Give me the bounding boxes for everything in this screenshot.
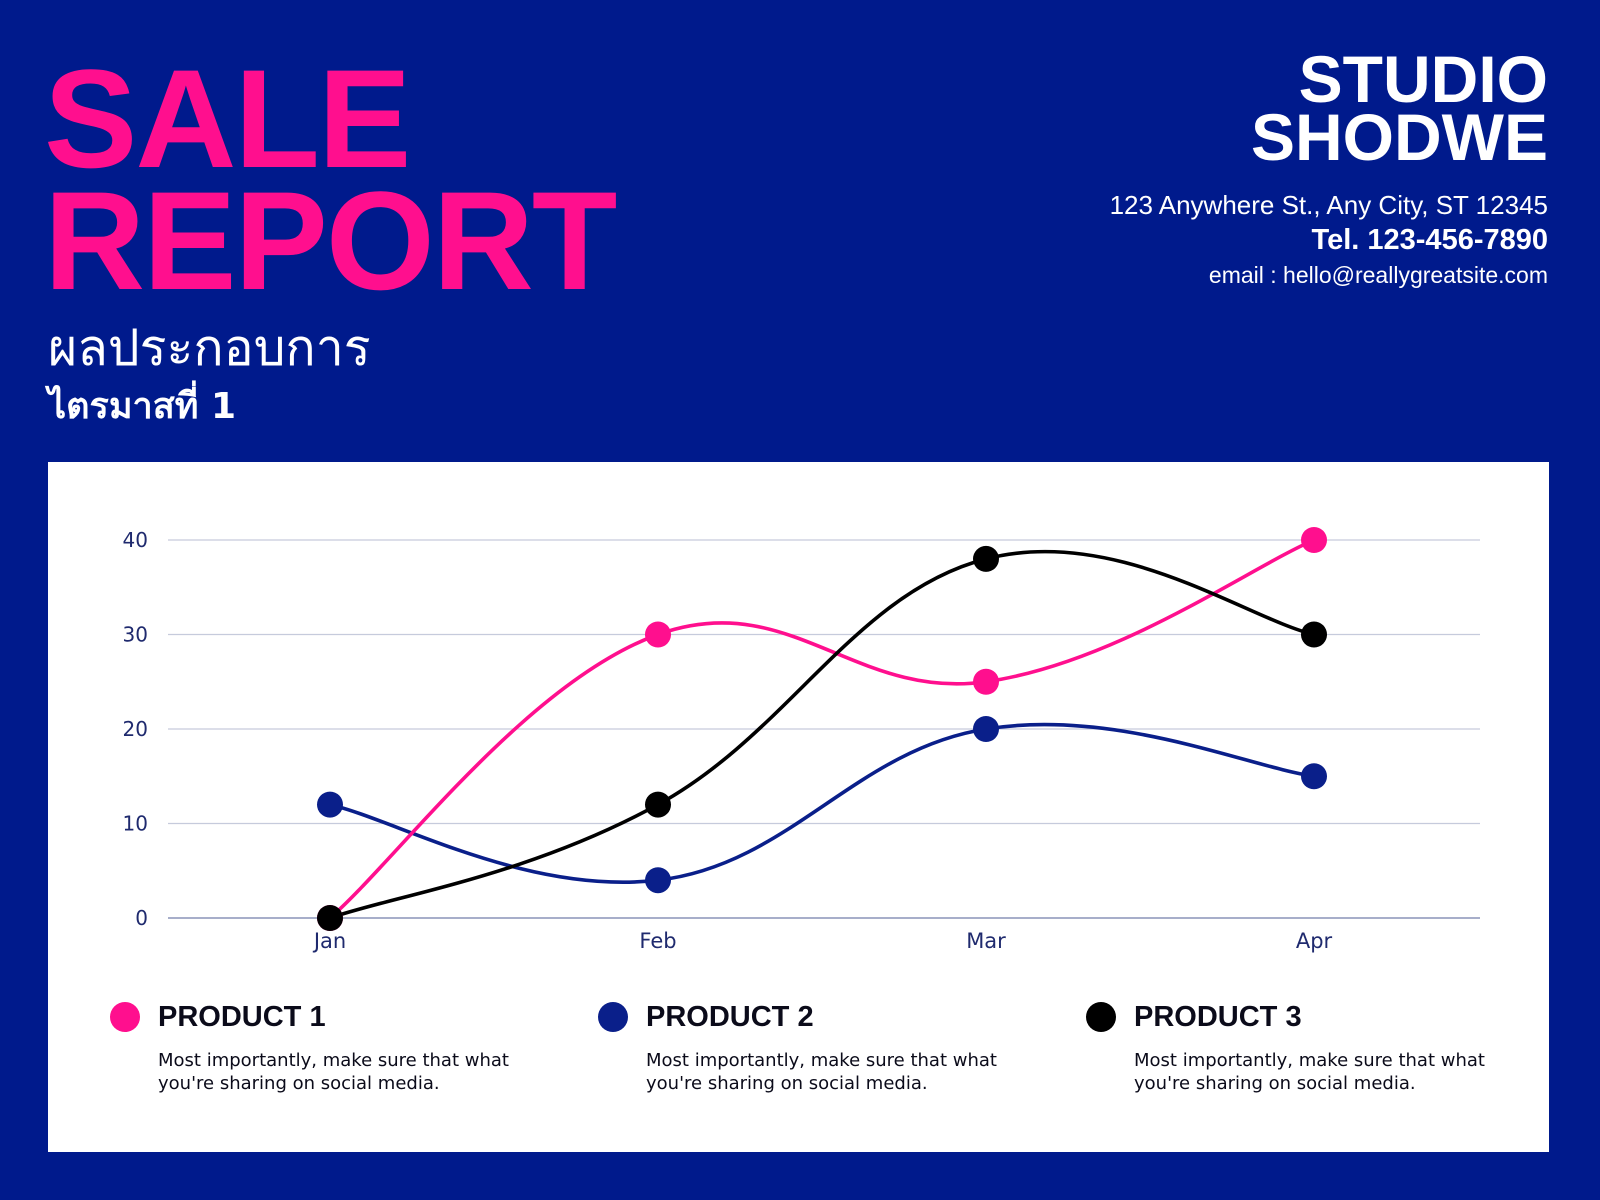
legend-description: Most importantly, make sure that what yo… xyxy=(646,1050,997,1094)
series-line-product-1 xyxy=(328,538,1316,920)
data-point-product-1 xyxy=(1301,527,1327,553)
contact-block: 123 Anywhere St., Any City, ST 12345 Tel… xyxy=(1110,188,1548,292)
series-line-product-2 xyxy=(328,722,1316,884)
y-tick-label: 20 xyxy=(123,717,148,741)
quarter-label: ไตรมาสที่ 1 xyxy=(48,386,237,427)
y-tick-label: 0 xyxy=(135,906,148,930)
legend-description: Most importantly, make sure that what yo… xyxy=(1134,1050,1485,1094)
contact-email: email : hello@reallygreatsite.com xyxy=(1208,262,1548,288)
chart-legend: PRODUCT 1 Most importantly, make sure th… xyxy=(48,997,1549,1147)
brand-line-2: SHODWE xyxy=(1251,100,1548,174)
legend-name: PRODUCT 3 xyxy=(1134,1001,1302,1033)
x-tick-label: Apr xyxy=(1296,929,1333,953)
data-point-product-3 xyxy=(1301,621,1327,648)
data-point-product-3 xyxy=(645,791,671,818)
data-point-product-2 xyxy=(645,867,671,894)
x-tick-label: Mar xyxy=(966,929,1006,953)
data-point-product-1 xyxy=(973,668,999,695)
data-point-product-3 xyxy=(317,905,343,931)
contact-tel: Tel. 123-456-7890 xyxy=(1311,224,1548,256)
brand-name: STUDIO SHODWE xyxy=(1251,42,1548,174)
legend-dot-icon xyxy=(1086,1002,1116,1032)
report-title: SALE REPORT xyxy=(44,40,617,319)
y-tick-label: 30 xyxy=(123,623,148,647)
title-line-2: REPORT xyxy=(44,162,617,319)
data-point-product-1 xyxy=(645,621,671,648)
series-line-product-3 xyxy=(328,549,1316,920)
y-tick-label: 10 xyxy=(123,812,148,836)
y-tick-label: 40 xyxy=(123,528,148,552)
data-point-product-2 xyxy=(1301,763,1327,790)
legend-dot-icon xyxy=(110,1002,140,1032)
x-tick-label: Feb xyxy=(639,929,676,953)
data-point-product-3 xyxy=(973,545,999,572)
data-point-product-2 xyxy=(317,791,343,818)
data-point-product-2 xyxy=(973,716,999,742)
line-chart: 0 10 20 30 40 Jan Feb Mar Apr xyxy=(123,527,1480,953)
subtitle-thai: ผลประกอบการ xyxy=(48,319,371,377)
legend-name: PRODUCT 2 xyxy=(646,1001,814,1033)
legend-description: Most importantly, make sure that what yo… xyxy=(158,1050,509,1094)
x-tick-label: Jan xyxy=(312,929,346,953)
brand-line-1: STUDIO xyxy=(1298,42,1548,116)
legend-name: PRODUCT 1 xyxy=(158,1001,326,1033)
chart-panel: 0 10 20 30 40 Jan Feb Mar Apr PRODUCT 1 Most imp… xyxy=(48,462,1549,1152)
title-line-1: SALE xyxy=(44,40,411,197)
legend-dot-icon xyxy=(598,1002,628,1032)
contact-address: 123 Anywhere St., Any City, ST 12345 xyxy=(1109,190,1548,220)
